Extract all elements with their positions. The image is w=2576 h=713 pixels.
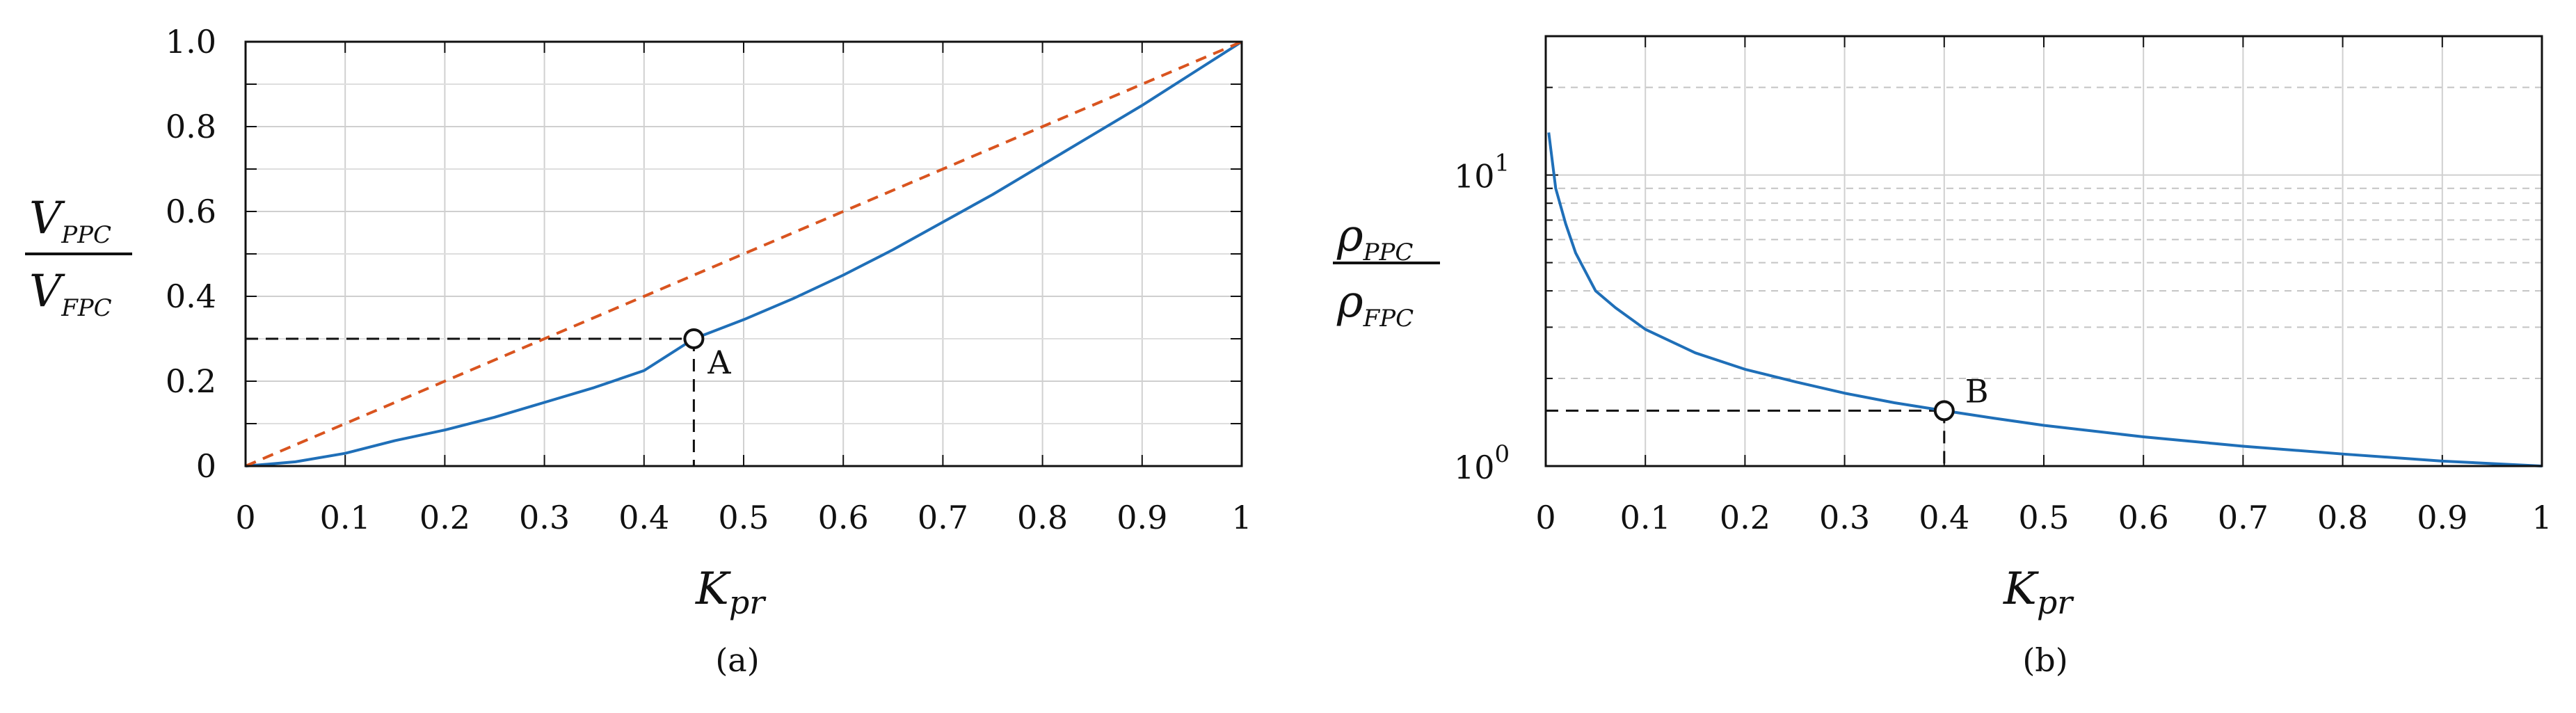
y-label-den-b: ρFPC	[1336, 276, 1414, 333]
x-tick-labels-a: 0 0.1 0.2 0.3 0.4 0.5 0.6 0.7 0.8 0.9 1	[235, 499, 1251, 536]
y-label-num-a: VPPC	[29, 193, 111, 249]
series-line	[1547, 132, 2543, 467]
chart-a: A 0 0.1 0.2 0.3 0.4 0.5 0.6 0.7 0.8 0.9 1 00.20.40…	[25, 23, 1252, 679]
y-tick-label: 0.4	[166, 278, 216, 315]
x-tick-label: 0.4	[618, 499, 669, 536]
x-tick-label: 0.2	[1720, 499, 1770, 536]
x-tick-label: 1	[1231, 499, 1251, 536]
y-tick-labels-a: 0 0.2 0.4 0.6 0.8 1.0	[166, 23, 216, 485]
plot-frame-b	[1544, 35, 2543, 467]
point-marker	[683, 328, 705, 349]
x-tick-label: 0.2	[419, 499, 470, 536]
x-tick-label: 0.1	[320, 499, 371, 536]
x-tick-labels-b: 0 0.1 0.2 0.3 0.4 0.5 0.6 0.7 0.8 0.9 1	[1535, 499, 2552, 536]
y-tick-label: 1.0	[166, 23, 216, 61]
x-tick-label: 0.9	[2417, 499, 2467, 536]
grid-b	[1546, 36, 2542, 466]
x-tick-label: 0.7	[918, 499, 968, 536]
y-tick-label: 0.2	[166, 362, 216, 400]
x-tick-label: 0.6	[2118, 499, 2169, 536]
x-tick-label: 0.3	[519, 499, 570, 536]
y-tick-label: 0.6	[166, 193, 216, 230]
point-label: B	[1965, 372, 1989, 410]
x-axis-label-a: Kpr	[695, 563, 767, 621]
x-tick-label: 0.1	[1620, 499, 1671, 536]
y-tick-label: 100	[1454, 440, 1510, 486]
reference-line	[245, 40, 1242, 467]
y-tick-labels-b: 100 101	[1454, 150, 1510, 486]
x-tick-label: 0.6	[818, 499, 869, 536]
y-tick-label: 101	[1454, 150, 1510, 195]
x-tick-label: 0.9	[1117, 499, 1167, 536]
guide-lines-a	[246, 337, 695, 466]
x-tick-label: 0.7	[2218, 499, 2269, 536]
x-tick-label: 0.4	[1919, 499, 1969, 536]
x-tick-label: 0.3	[1819, 499, 1870, 536]
annotations-a: A	[683, 328, 731, 381]
series-line	[245, 40, 1243, 467]
caption-b: (b)	[2022, 641, 2067, 679]
y-label-den-a: VFPC	[29, 266, 112, 322]
x-tick-label: 0	[1535, 499, 1555, 536]
x-tick-label: 0.5	[2018, 499, 2069, 536]
point-marker	[1933, 400, 1955, 422]
x-tick-label: 0.8	[2317, 499, 2368, 536]
annotations-b: B	[1933, 372, 1989, 422]
y-label-num-b: ρPPC	[1336, 210, 1413, 266]
series-a	[245, 40, 1243, 467]
y-tick-label: 0	[196, 447, 216, 485]
chart-b: B 0 0.1 0.2 0.3 0.4 0.5 0.6 0.7 0.8 0.9 1 100 101 ρ…	[1333, 35, 2552, 679]
point-label: A	[707, 344, 731, 381]
x-tick-label: 0.5	[718, 499, 769, 536]
y-tick-label: 0.8	[166, 108, 216, 145]
x-tick-label: 0.8	[1017, 499, 1068, 536]
plot-frame-a	[244, 40, 1243, 467]
caption-a: (a)	[715, 641, 759, 679]
series-b	[1547, 132, 2543, 467]
x-tick-label: 1	[2531, 499, 2552, 536]
x-tick-label: 0	[235, 499, 255, 536]
y-axis-label-b: ρPPC ρFPC	[1333, 210, 1440, 333]
x-axis-label-b: Kpr	[2003, 563, 2074, 621]
y-axis-label-a: VPPC VFPC	[25, 193, 132, 322]
